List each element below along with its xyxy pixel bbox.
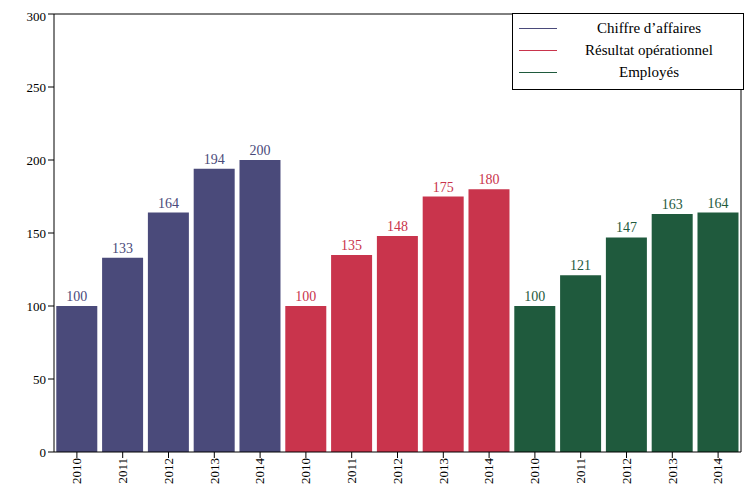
svg-text:2011: 2011 — [573, 458, 588, 484]
svg-text:250: 250 — [27, 80, 47, 95]
html-text:Chiffre d’affaires: Chiffre d’affaires — [597, 19, 701, 36]
svg-text:2013: 2013 — [665, 458, 680, 484]
svg-text:121: 121 — [570, 258, 591, 273]
html-text:Résultat opérationnel: Résultat opérationnel — [585, 41, 713, 58]
svg-text:2010: 2010 — [298, 458, 313, 484]
svg-text:148: 148 — [387, 219, 408, 234]
svg-text:175: 175 — [433, 180, 454, 195]
svg-text:150: 150 — [27, 226, 47, 241]
svg-text:2011: 2011 — [344, 458, 359, 484]
svg-text:2012: 2012 — [619, 458, 634, 484]
svg-text:135: 135 — [341, 238, 362, 253]
svg-text:163: 163 — [662, 197, 683, 212]
svg-text:147: 147 — [616, 220, 637, 235]
svg-text:200: 200 — [249, 143, 270, 158]
svg-text:2014: 2014 — [252, 458, 267, 485]
svg-text:164: 164 — [158, 196, 179, 211]
svg-text:2011: 2011 — [115, 458, 130, 484]
svg-text:164: 164 — [707, 196, 728, 211]
svg-text:2010: 2010 — [69, 458, 84, 484]
svg-text:100: 100 — [27, 299, 47, 314]
svg-text:100: 100 — [524, 289, 545, 304]
svg-text:2014: 2014 — [710, 458, 725, 485]
svg-text:2013: 2013 — [436, 458, 451, 484]
svg-text:2010: 2010 — [527, 458, 542, 484]
html-text:Employés: Employés — [619, 63, 679, 80]
svg-text:133: 133 — [112, 241, 133, 256]
svg-text:100: 100 — [295, 289, 316, 304]
svg-text:2012: 2012 — [161, 458, 176, 484]
svg-text:0: 0 — [40, 445, 47, 460]
svg-text:180: 180 — [478, 172, 499, 187]
svg-text:300: 300 — [27, 9, 47, 24]
svg-text:2014: 2014 — [481, 458, 496, 485]
svg-text:200: 200 — [27, 153, 47, 168]
svg-text:100: 100 — [66, 289, 87, 304]
svg-text:2013: 2013 — [207, 458, 222, 484]
svg-text:2012: 2012 — [390, 458, 405, 484]
svg-text:194: 194 — [204, 152, 225, 167]
svg-text:50: 50 — [33, 372, 46, 387]
